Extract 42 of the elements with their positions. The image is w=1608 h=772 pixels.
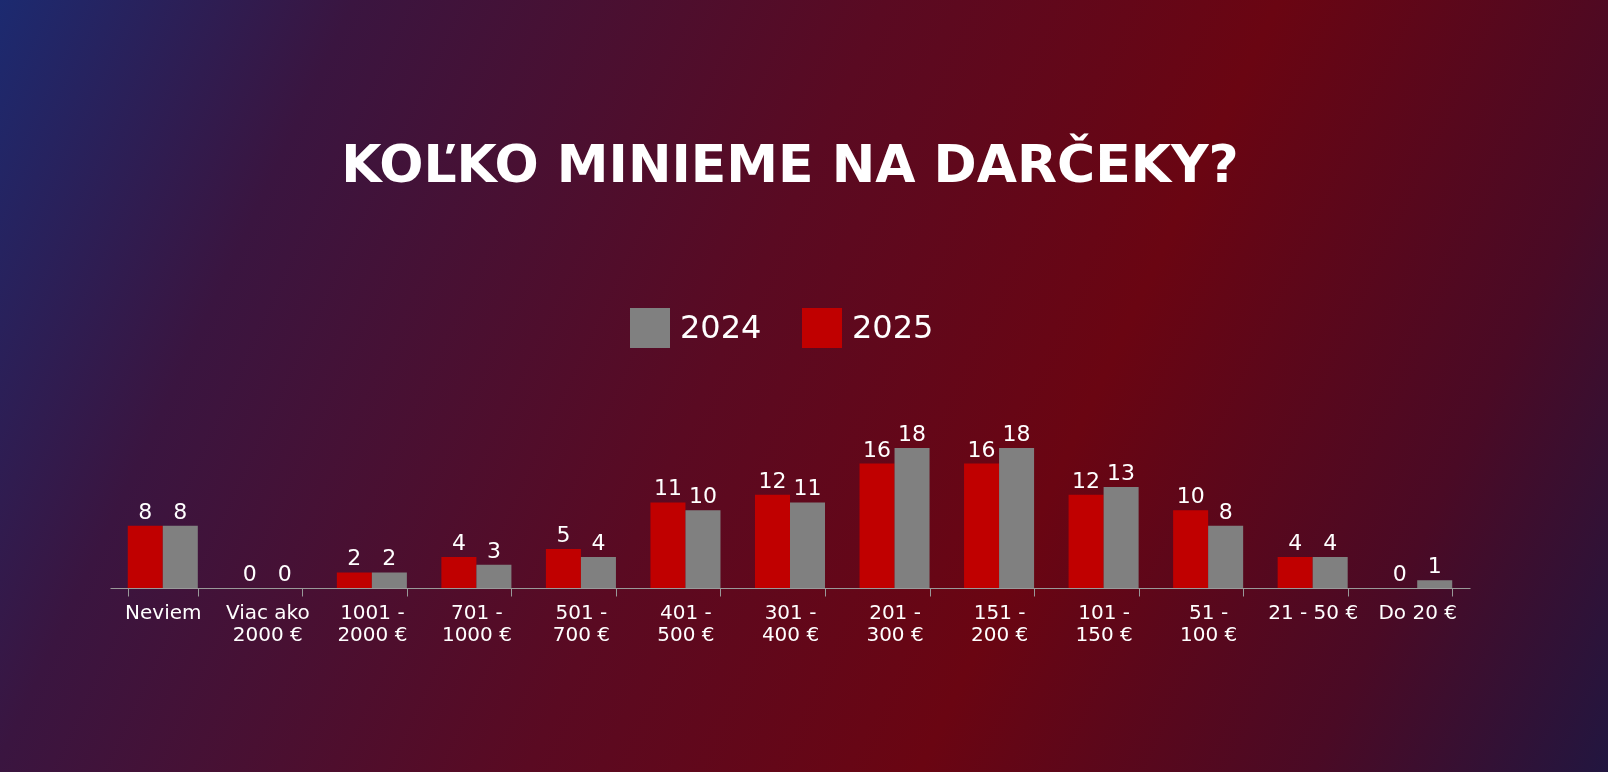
data-label: 5 [556, 522, 571, 548]
data-label: 8 [1218, 498, 1233, 524]
data-label: 4 [1288, 529, 1303, 555]
data-label: 8 [138, 498, 153, 524]
data-label: 2 [347, 545, 362, 571]
x-tick-label: Do 20 € [1378, 599, 1457, 624]
data-label: 11 [793, 475, 822, 501]
data-label: 13 [1107, 459, 1136, 485]
data-label: 10 [688, 483, 717, 509]
data-label: 10 [1176, 483, 1205, 509]
data-label: 16 [863, 436, 892, 462]
data-label: 4 [591, 529, 606, 555]
x-tick-label: 101 - 150 € [1075, 599, 1133, 646]
x-tick-label: 21 - 50 € [1268, 599, 1359, 624]
x-tick-label: Viac ako 2000 € [225, 599, 310, 646]
data-label: 0 [1392, 561, 1407, 586]
legend-label: 2024 [680, 308, 762, 346]
chart-title: KOĽKO MINIEME NA DARČEKY? [341, 133, 1239, 194]
data-label: 4 [451, 529, 466, 555]
data-label: 8 [173, 498, 188, 524]
x-tick-label: 701 - 1000 € [441, 599, 512, 646]
data-label: 0 [242, 561, 257, 586]
legend-label: 2025 [852, 308, 934, 346]
x-tick-label: 401 - 500 € [657, 599, 715, 646]
x-tick-label: Neviem [125, 599, 202, 624]
data-label: 12 [758, 467, 787, 493]
data-label: 12 [1072, 467, 1101, 493]
x-tick-label: 301 - 400 € [761, 599, 820, 646]
data-label: 1 [1427, 553, 1442, 579]
data-label: 2 [382, 545, 397, 571]
data-label: 18 [1002, 421, 1031, 446]
data-label: 11 [653, 475, 682, 501]
data-label: 18 [898, 421, 927, 446]
x-tick-label: 501 - 700 € [552, 599, 611, 646]
data-label: 4 [1323, 529, 1338, 555]
x-tick-label: 1001 - 2000 € [337, 599, 408, 646]
data-label: 0 [277, 561, 292, 586]
x-tick-label: 151 - 200 € [970, 599, 1029, 646]
data-label: 3 [486, 537, 501, 563]
x-tick-label: 201 - 300 € [866, 599, 924, 646]
x-tick-label: 51 - 100 € [1180, 599, 1238, 646]
data-label: 16 [967, 436, 996, 462]
